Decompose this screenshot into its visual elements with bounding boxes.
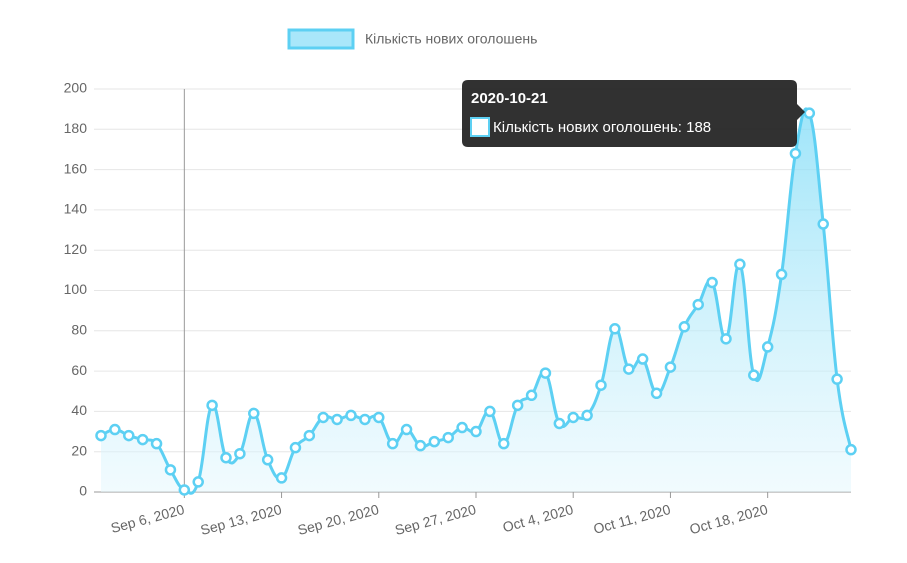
- point: [498, 437, 510, 450]
- point: [525, 389, 538, 402]
- point: [414, 439, 427, 452]
- y-tick-label: 100: [64, 281, 88, 297]
- point: [428, 435, 441, 448]
- point: [609, 323, 621, 335]
- point: [817, 218, 829, 230]
- point: [95, 429, 107, 442]
- point: [748, 369, 760, 381]
- y-tick-label: 140: [64, 201, 88, 217]
- x-tick-label: Sep 13, 2020: [199, 501, 284, 538]
- point: [581, 409, 593, 422]
- point: [761, 341, 774, 353]
- point: [678, 321, 691, 333]
- point: [511, 399, 524, 412]
- point: [123, 429, 135, 442]
- x-tick-label: Sep 27, 2020: [393, 501, 478, 538]
- point: [109, 423, 121, 436]
- y-tick-label: 60: [71, 362, 87, 378]
- point: [248, 407, 260, 420]
- point: [720, 333, 732, 345]
- point: [331, 413, 343, 426]
- point: [775, 268, 788, 281]
- point: [539, 367, 552, 379]
- point: [623, 363, 635, 375]
- point: [400, 423, 413, 436]
- point: [261, 454, 274, 466]
- point: [553, 417, 566, 430]
- point: [692, 298, 704, 311]
- y-tick-label: 120: [64, 241, 88, 257]
- legend-swatch: [287, 28, 355, 50]
- y-tick-label: 200: [64, 80, 88, 96]
- point: [734, 258, 746, 271]
- point: [664, 361, 677, 373]
- point: [845, 443, 857, 456]
- tooltip-swatch: [470, 117, 490, 137]
- tooltip-box: [462, 80, 805, 147]
- point: [636, 353, 649, 365]
- x-tick-label: Oct 18, 2020: [688, 501, 770, 537]
- point: [442, 431, 454, 444]
- point: [345, 409, 357, 422]
- point: [803, 107, 816, 119]
- point: [595, 379, 607, 391]
- point: [317, 411, 329, 424]
- point: [220, 451, 232, 464]
- point: [164, 464, 177, 476]
- y-tick-label: 160: [64, 160, 88, 176]
- tooltip-label: Кількість нових оголошень: 188: [493, 119, 711, 136]
- point: [234, 447, 246, 460]
- point: [303, 429, 316, 442]
- x-tick-label: Sep 6, 2020: [109, 501, 186, 536]
- x-tick-label: Sep 20, 2020: [296, 501, 381, 538]
- point: [178, 484, 191, 496]
- point: [386, 437, 399, 450]
- tooltip-title: 2020-10-21: [471, 90, 548, 107]
- point: [650, 387, 663, 400]
- legend-label: Кількість нових оголошень: [365, 31, 537, 47]
- point: [136, 433, 149, 446]
- point: [484, 405, 496, 418]
- y-tick-label: 0: [79, 483, 87, 499]
- point: [289, 441, 302, 454]
- y-tick-label: 20: [71, 442, 87, 458]
- y-tick-label: 80: [71, 322, 87, 338]
- point: [470, 425, 482, 438]
- point: [359, 413, 371, 426]
- point: [456, 421, 468, 434]
- point: [706, 276, 718, 289]
- y-tick-label: 180: [64, 120, 88, 136]
- point: [567, 411, 579, 424]
- point: [373, 411, 385, 424]
- area: [101, 108, 851, 494]
- x-tick-label: Oct 4, 2020: [501, 501, 575, 535]
- y-tick-label: 40: [71, 402, 87, 418]
- point: [192, 476, 204, 488]
- point: [275, 472, 288, 484]
- point: [789, 147, 802, 160]
- point: [206, 399, 218, 412]
- x-tick-label: Oct 11, 2020: [592, 501, 673, 537]
- point: [831, 373, 843, 385]
- point: [150, 437, 163, 450]
